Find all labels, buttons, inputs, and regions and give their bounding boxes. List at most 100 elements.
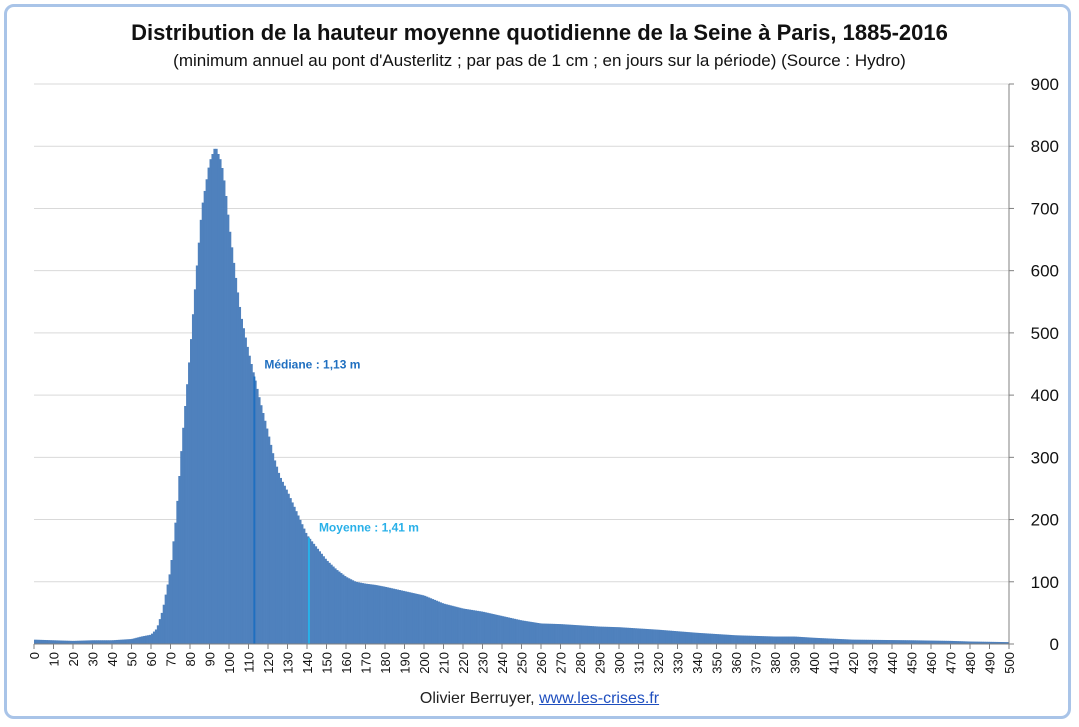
bar [470, 609, 474, 644]
bar [168, 574, 171, 644]
bar [554, 623, 557, 644]
bar [626, 627, 630, 644]
y-tick-label: 500 [1031, 324, 1059, 343]
bar [880, 639, 883, 644]
bar [1001, 642, 1004, 644]
x-tick-label: 40 [105, 652, 120, 666]
bar [932, 640, 936, 644]
bar [51, 640, 54, 644]
bar [858, 639, 862, 644]
bar [523, 620, 526, 644]
credit-link[interactable]: www.les-crises.fr [539, 690, 660, 707]
bar [65, 640, 68, 644]
bar [810, 637, 813, 644]
bar [73, 640, 76, 644]
bar [533, 622, 536, 644]
bar [188, 362, 191, 644]
bar [675, 631, 678, 644]
x-tick-label: 270 [554, 652, 569, 674]
bar [305, 532, 308, 644]
bar [443, 603, 446, 644]
bar [999, 641, 1002, 644]
bar [357, 582, 360, 644]
x-tick-label: 400 [807, 652, 822, 674]
bar [492, 614, 495, 644]
bar [755, 635, 758, 644]
bar [143, 635, 146, 644]
bar [113, 640, 117, 644]
bar [303, 528, 306, 644]
bar [266, 428, 269, 644]
x-tick-label: 290 [593, 652, 608, 674]
bar [687, 632, 690, 644]
bar [264, 420, 267, 644]
bar [410, 592, 413, 644]
bar [463, 608, 466, 644]
bar [172, 541, 175, 644]
bar [422, 595, 425, 644]
bar [396, 589, 399, 644]
bar [71, 640, 74, 644]
bar [344, 576, 347, 644]
bar [1007, 642, 1010, 644]
bar [950, 640, 953, 644]
bar [734, 635, 737, 644]
x-tick-label: 210 [437, 652, 452, 674]
bar [388, 587, 392, 644]
x-tick-label: 370 [749, 652, 764, 674]
bar [503, 616, 507, 644]
x-tick-label: 190 [398, 652, 413, 674]
x-tick-label: 260 [534, 652, 549, 674]
bar [133, 638, 136, 644]
bar [993, 641, 996, 644]
bar [683, 631, 686, 644]
bar [884, 639, 887, 644]
bar [402, 590, 405, 644]
bar [178, 476, 181, 644]
bar [819, 638, 823, 644]
x-tick-label: 410 [827, 652, 842, 674]
bar [320, 553, 323, 644]
axes: 0 100 200 300 400 500 600 700 800 900 0 10 20 30 40 50 6… [27, 75, 1059, 674]
bar [149, 634, 152, 644]
bar [599, 626, 602, 644]
bar [223, 180, 226, 644]
bar [876, 639, 879, 644]
bar [412, 593, 415, 644]
credit: Olivier Berruyer, www.les-crises.fr [0, 690, 1079, 708]
bar [728, 634, 731, 644]
credit-author: Olivier Berruyer, [419, 690, 535, 707]
bar [355, 581, 359, 644]
bar [74, 640, 78, 644]
bar [427, 597, 431, 644]
bar [654, 629, 657, 644]
bar [478, 611, 481, 644]
bar [125, 639, 128, 644]
bar [78, 640, 82, 644]
bar [326, 560, 329, 644]
bar [41, 639, 45, 644]
bar [593, 626, 596, 644]
bar [240, 318, 243, 644]
bar [369, 584, 372, 644]
bar [853, 639, 856, 644]
bar [617, 627, 620, 644]
bar [336, 570, 339, 644]
bar [605, 626, 608, 644]
bar [839, 639, 842, 644]
bar [76, 640, 80, 644]
bar [574, 625, 577, 644]
bar [152, 631, 156, 644]
x-tick-label: 240 [495, 652, 510, 674]
bar [691, 632, 694, 644]
bar [45, 640, 48, 644]
bar [724, 634, 727, 644]
bar [814, 637, 817, 644]
bar [293, 506, 296, 644]
bar [958, 641, 961, 644]
x-tick-label: 230 [476, 652, 491, 674]
bar [677, 631, 680, 644]
bar [207, 167, 210, 644]
bar [285, 489, 288, 644]
bar [909, 640, 912, 644]
